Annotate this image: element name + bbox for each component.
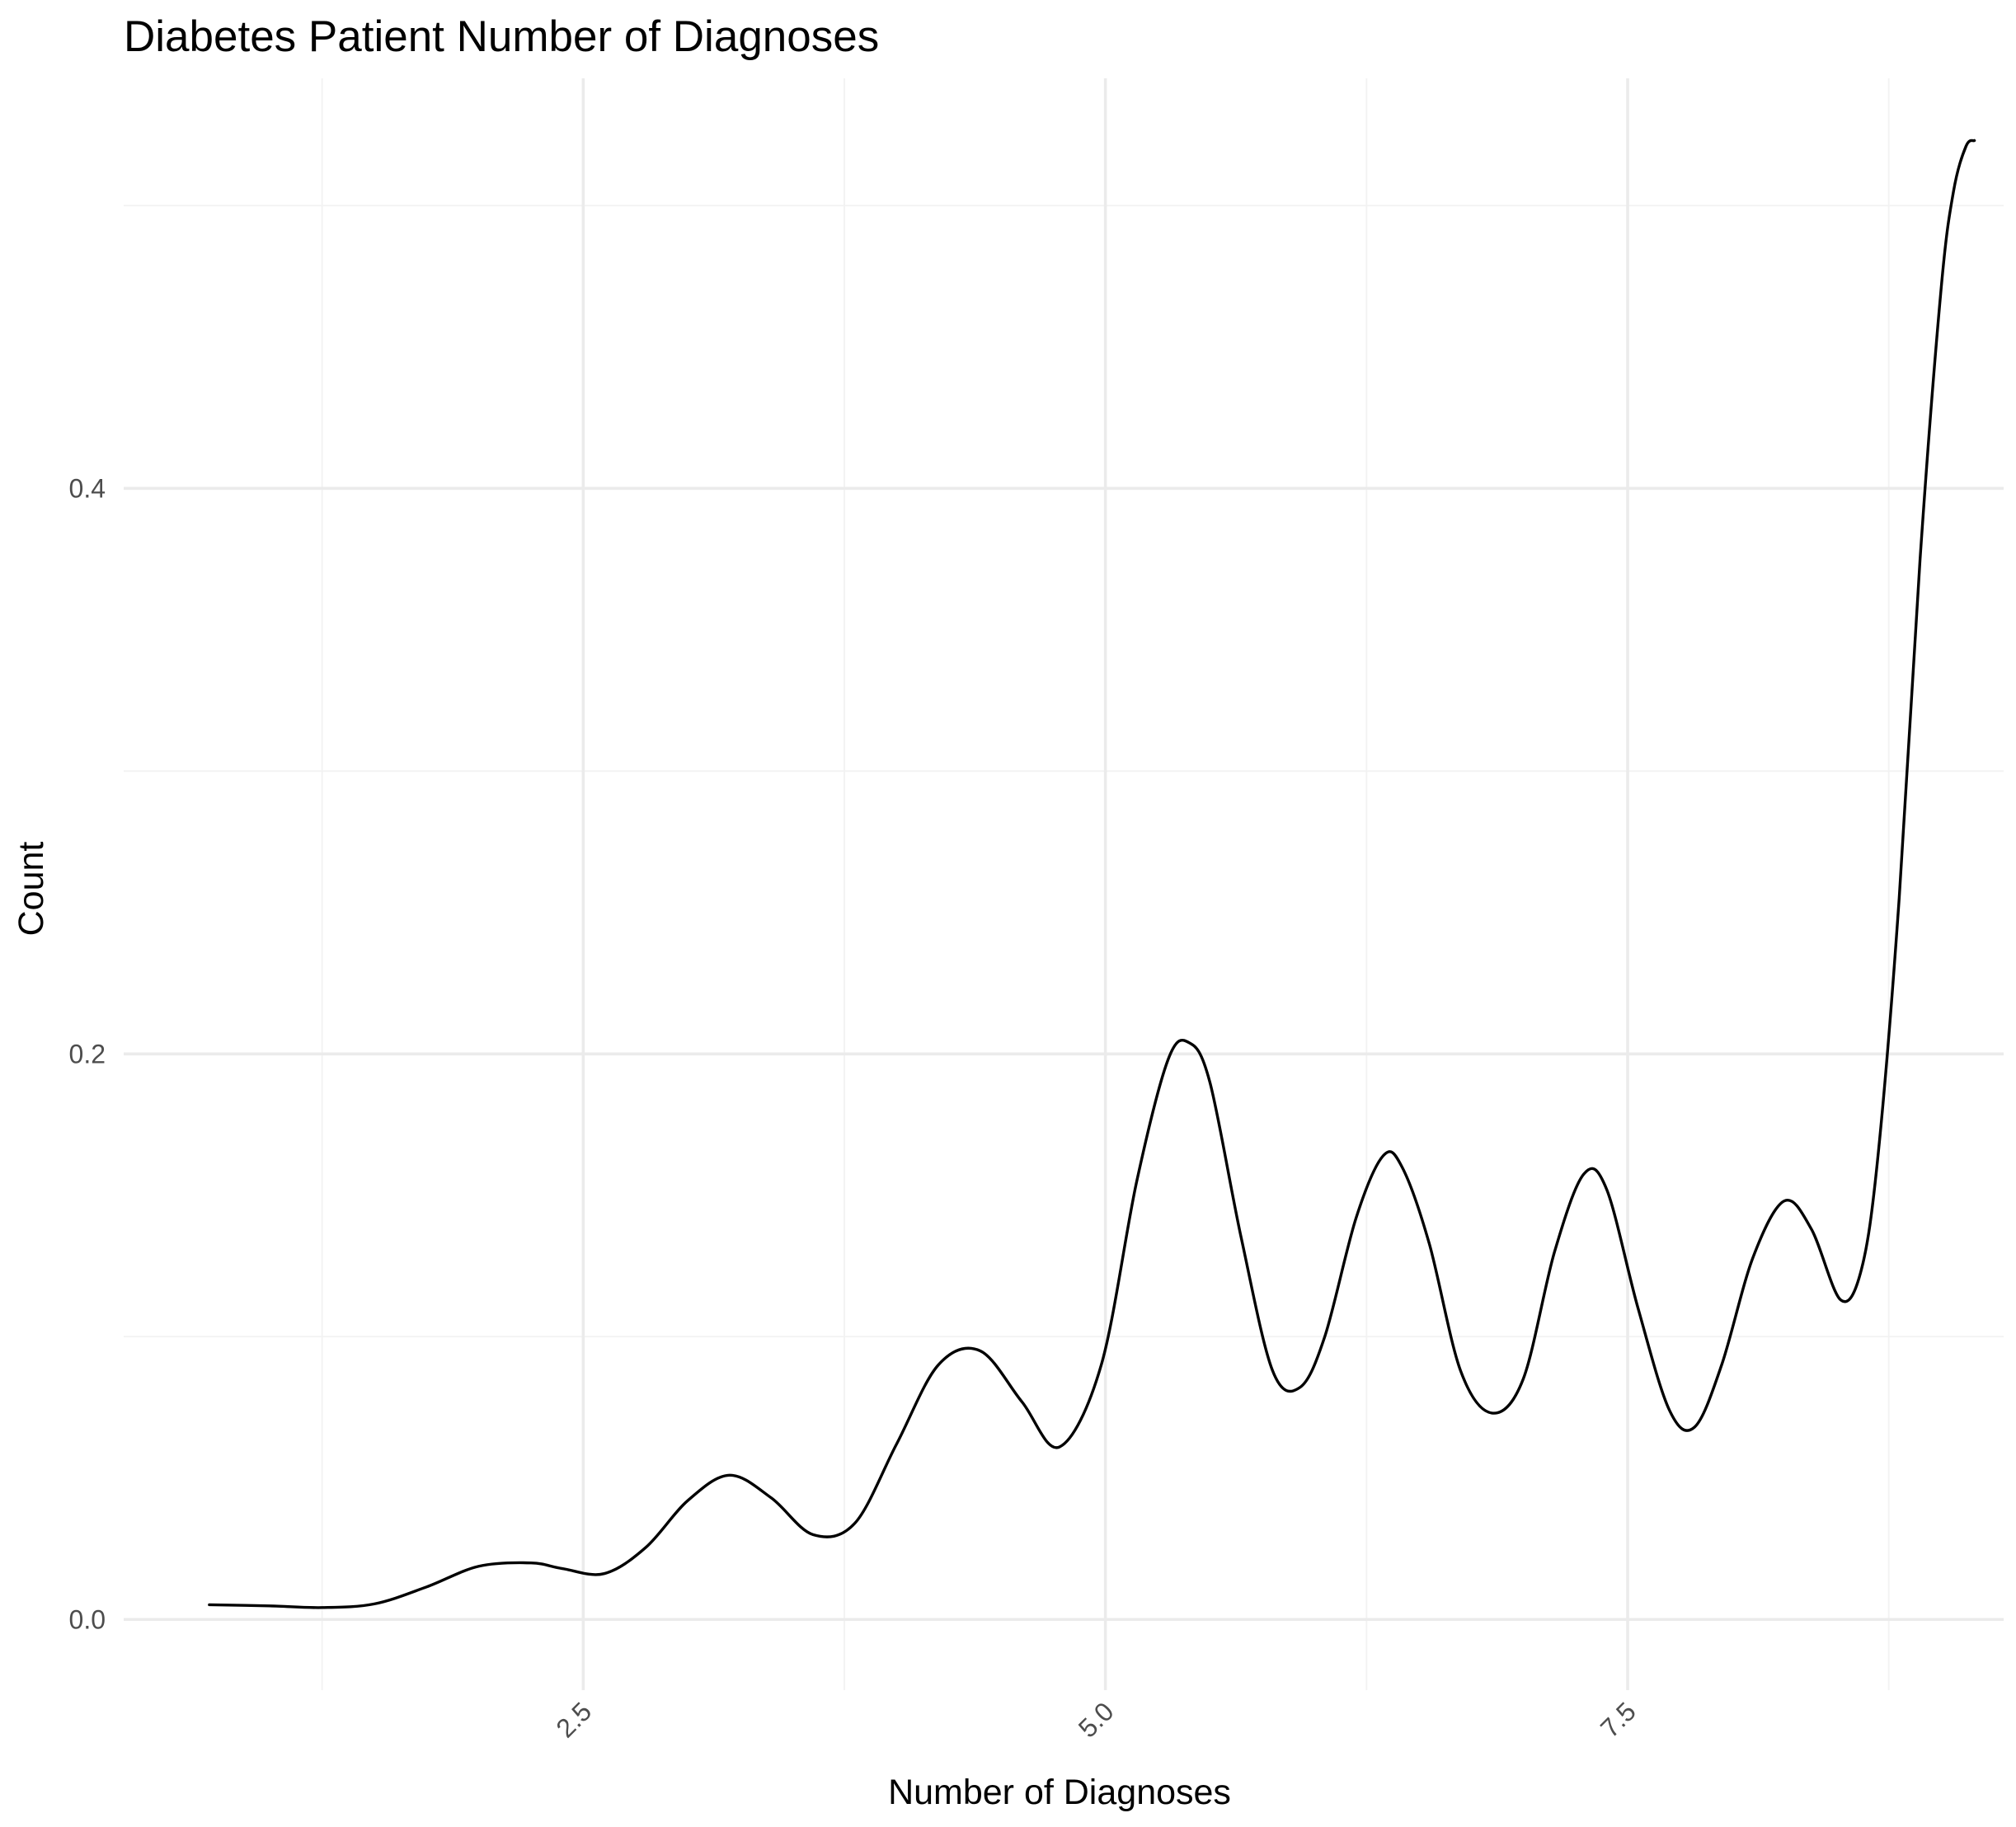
x-tick-label: 5.0 bbox=[1073, 1696, 1120, 1743]
chart-title: Diabetes Patient Number of Diagnoses bbox=[124, 12, 879, 61]
y-tick-label: 0.2 bbox=[69, 1039, 106, 1068]
density-series-line bbox=[208, 139, 1976, 1609]
line-layer bbox=[208, 139, 1976, 1609]
y-tick-label: 0.4 bbox=[69, 473, 106, 503]
x-tick-label: 2.5 bbox=[550, 1696, 597, 1743]
y-tick-label: 0.0 bbox=[69, 1604, 106, 1634]
grid-layer bbox=[124, 78, 2004, 1690]
x-axis-title: Number of Diagnoses bbox=[888, 1773, 1231, 1812]
y-axis-title: Count bbox=[12, 842, 51, 937]
text-layer: Diabetes Patient Number of Diagnoses Num… bbox=[12, 12, 1642, 1812]
x-tick-label: 7.5 bbox=[1595, 1696, 1642, 1743]
